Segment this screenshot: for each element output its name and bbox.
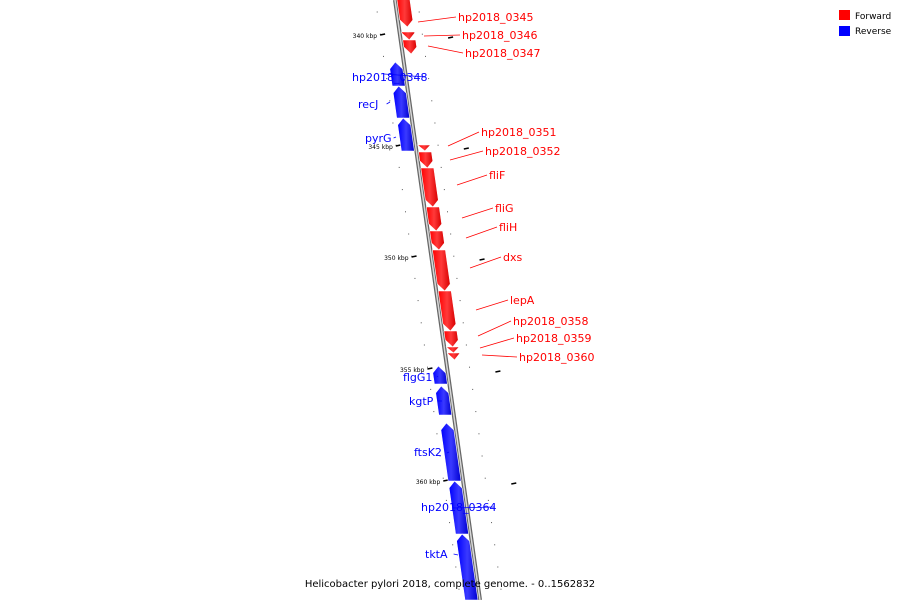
gene-hp2018-0345[interactable] (396, 0, 414, 28)
major-tick (395, 144, 401, 147)
gene-label-recj[interactable]: recJ (358, 98, 378, 111)
map-caption: Helicobacter pylori 2018, complete genom… (305, 579, 595, 590)
leader-line-flif (456, 174, 488, 186)
gene-labels: hp2018_0345 hp2018_0346 hp2018_0347 hp2018_… (352, 11, 594, 561)
gene-label-flig[interactable]: fliG (495, 202, 514, 215)
gene-label-hp2018-0359[interactable]: hp2018_0359 (516, 332, 591, 345)
major-tick (479, 258, 485, 261)
leader-line-hp2018-0360 (481, 354, 518, 358)
gene-label-lepa[interactable]: lepA (510, 294, 535, 307)
gene-label-kgtp[interactable]: kgtP (409, 395, 434, 408)
leader-line-hp2018-0359 (479, 337, 515, 349)
backbone (393, 0, 482, 600)
major-tick (447, 36, 454, 39)
legend-item-reverse[interactable]: Reverse (839, 26, 892, 37)
leader-line-hp2018-0347 (427, 45, 464, 54)
major-tick (511, 482, 517, 485)
gene-label-flih[interactable]: fliH (499, 221, 517, 234)
leader-line-ftsk2 (446, 451, 450, 454)
legend-swatch-reverse (839, 26, 850, 36)
tick-label: 340 kbp (353, 33, 378, 40)
gene-flig[interactable] (425, 206, 443, 232)
leader-line-flgg1 (436, 375, 439, 378)
gene-label-tkta[interactable]: tktA (425, 548, 448, 561)
major-tick (463, 147, 469, 150)
leader-line-flig (461, 207, 494, 219)
tick-label: 350 kbp (384, 255, 409, 262)
gene-hp2018-0352[interactable] (418, 151, 434, 169)
leader-line-hp2018-0345 (417, 16, 457, 23)
gene-hp2018-0358[interactable] (443, 330, 459, 348)
gene-flgg1[interactable] (432, 365, 448, 385)
leader-line-hp2018-0364 (452, 506, 495, 509)
gene-label-hp2018-0345[interactable]: hp2018_0345 (458, 11, 533, 24)
leader-line-hp2018-0346 (423, 34, 461, 37)
gene-dxs[interactable] (432, 249, 451, 292)
gene-hp2018-0346[interactable] (401, 31, 416, 41)
legend: Forward Reverse (839, 10, 892, 37)
tick-label: 355 kbp (400, 367, 425, 374)
label-leader-lines (383, 16, 518, 556)
gene-label-hp2018-0351[interactable]: hp2018_0351 (481, 126, 556, 139)
major-tick (495, 370, 501, 373)
leader-line-tkta (453, 553, 459, 556)
gene-hp2018-0351[interactable] (416, 144, 432, 152)
gene-track (389, 0, 479, 600)
gene-hp2018-0359[interactable] (445, 346, 460, 354)
legend-label-forward: Forward (855, 12, 891, 22)
gene-label-flgg1[interactable]: flgG1 (403, 371, 432, 384)
major-tick (379, 33, 386, 36)
tick-label: 345 kbp (368, 144, 393, 151)
major-tick-marks: 340 kbp 345 kbp 350 kbp 355 kbp 360 kbp (353, 33, 517, 486)
gene-label-hp2018-0360[interactable]: hp2018_0360 (519, 351, 594, 364)
legend-swatch-forward (839, 10, 850, 20)
leader-line-lepa (475, 299, 509, 311)
gene-label-hp2018-0348[interactable]: hp2018_0348 (352, 71, 427, 84)
legend-item-forward[interactable]: Forward (839, 10, 891, 22)
gene-label-pyrg[interactable]: pyrG (365, 132, 392, 145)
major-tick (427, 367, 433, 370)
leader-line-hp2018-0358 (477, 320, 512, 337)
legend-label-reverse: Reverse (855, 27, 892, 37)
leader-line-recj (386, 101, 391, 105)
gene-hp2018-0347[interactable] (402, 39, 418, 55)
leader-line-flih (465, 226, 498, 239)
gene-flih[interactable] (429, 230, 445, 251)
gene-label-hp2018-0364[interactable]: hp2018_0364 (421, 501, 496, 514)
gene-label-flif[interactable]: fliF (489, 169, 505, 182)
gene-pyrg[interactable] (397, 117, 415, 152)
gene-lepa[interactable] (437, 290, 457, 332)
gene-kgtp[interactable] (435, 385, 453, 416)
leader-line-hp2018-0352 (449, 150, 484, 161)
gene-hp2018-0360[interactable] (446, 352, 461, 361)
gene-flif[interactable] (420, 167, 439, 208)
gene-label-dxs[interactable]: dxs (503, 251, 522, 264)
gene-label-hp2018-0346[interactable]: hp2018_0346 (462, 29, 537, 42)
leader-line-hp2018-0348 (383, 73, 426, 78)
major-tick (411, 255, 417, 258)
leader-line-hp2018-0351 (447, 131, 480, 147)
gene-label-hp2018-0358[interactable]: hp2018_0358 (513, 315, 588, 328)
gene-label-hp2018-0347[interactable]: hp2018_0347 (465, 47, 540, 60)
leader-line-pyrg (393, 136, 397, 139)
major-tick (443, 479, 449, 482)
tick-label: 360 kbp (416, 479, 441, 486)
leader-line-dxs (469, 256, 502, 269)
gene-label-ftsk2[interactable]: ftsK2 (414, 446, 442, 459)
gene-tkta[interactable] (456, 533, 479, 600)
gene-label-hp2018-0352[interactable]: hp2018_0352 (485, 145, 560, 158)
